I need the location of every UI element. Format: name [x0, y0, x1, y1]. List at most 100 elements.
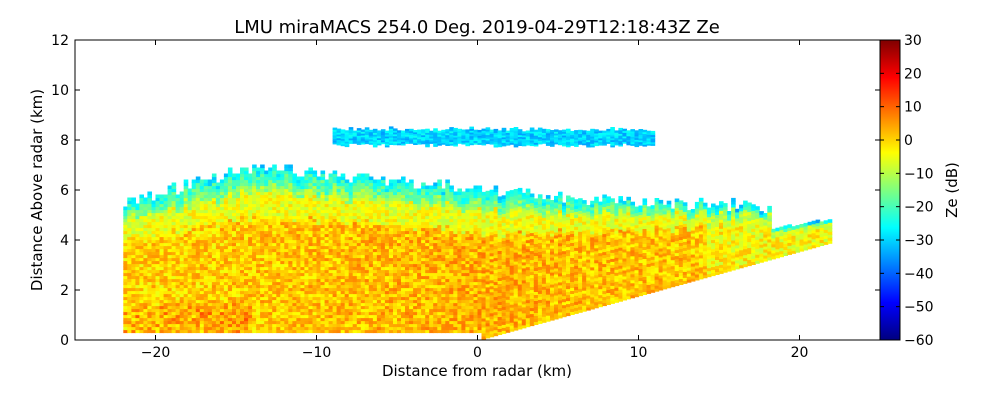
ze-cell: [147, 323, 152, 328]
ze-cell: [417, 188, 422, 193]
ze-cell: [457, 278, 462, 283]
ze-cell: [167, 290, 173, 295]
ze-cell: [151, 251, 157, 256]
ze-cell: [232, 272, 237, 277]
ze-cell: [332, 191, 338, 196]
ze-cell: [199, 266, 205, 271]
ze-cell: [469, 209, 474, 214]
ze-cell: [219, 206, 225, 211]
ze-cell: [159, 311, 165, 316]
ze-cell: [280, 230, 285, 235]
ze-cell: [276, 254, 281, 259]
ze-cell: [280, 239, 285, 244]
ze-cell: [397, 200, 402, 205]
ze-cell: [195, 227, 201, 232]
ze-cell: [356, 203, 362, 208]
ze-cell: [232, 281, 237, 286]
ze-cell: [183, 305, 189, 310]
ze-cell: [429, 272, 434, 277]
ze-cell: [397, 194, 402, 199]
ze-cell: [244, 272, 249, 277]
ze-cell: [244, 221, 249, 226]
ze-cell: [215, 308, 221, 313]
ze-cell: [469, 260, 474, 265]
ze-cell: [215, 257, 221, 262]
ze-cell: [127, 245, 132, 250]
ze-cell: [324, 227, 330, 232]
ze-cell: [397, 311, 402, 316]
ze-cell: [284, 257, 289, 262]
ze-cell: [179, 218, 185, 223]
ze-cell: [481, 302, 487, 307]
ze-cell: [240, 179, 245, 184]
ze-cell: [340, 182, 346, 187]
ze-cell: [232, 287, 237, 292]
ze-cell: [421, 281, 426, 286]
ze-cell: [131, 269, 136, 274]
ze-cell: [219, 257, 225, 262]
ze-cell: [183, 227, 189, 232]
ze-cell: [187, 230, 193, 235]
ze-cell: [409, 272, 414, 277]
ze-cell: [163, 209, 169, 214]
ze-cell: [388, 191, 394, 196]
ze-cell: [401, 185, 406, 190]
ze-cell: [171, 239, 177, 244]
ze-cell: [248, 173, 253, 178]
ze-cell: [445, 179, 450, 184]
ze-cell: [453, 311, 458, 316]
ze-cell: [159, 284, 165, 289]
ze-cell: [123, 266, 128, 271]
ze-cell: [215, 275, 221, 280]
ze-cell: [187, 269, 193, 274]
ze-cell: [240, 326, 245, 331]
ze-cell: [268, 305, 273, 310]
ze-cell: [232, 284, 237, 289]
ze-cell: [155, 266, 161, 271]
ze-cell: [240, 224, 245, 229]
ze-cell: [517, 250, 523, 255]
ze-cell: [207, 302, 213, 307]
ze-cell: [501, 306, 507, 310]
ze-cell: [252, 260, 257, 265]
ze-cell: [405, 275, 410, 280]
ze-cell: [376, 326, 382, 331]
ze-cell: [473, 278, 479, 283]
ze-cell: [413, 314, 418, 319]
ze-cell: [155, 236, 161, 241]
ze-cell: [147, 224, 152, 229]
ze-cell: [461, 317, 466, 322]
ze-cell: [183, 251, 189, 256]
ze-cell: [139, 263, 144, 268]
ze-cell: [268, 278, 273, 283]
ze-cell: [191, 191, 197, 196]
ze-cell: [248, 227, 253, 232]
ze-cell: [445, 275, 450, 280]
ze-cell: [236, 275, 241, 280]
ze-cell: [425, 320, 430, 325]
ze-cell: [501, 204, 507, 208]
ze-cell: [368, 290, 374, 295]
ze-cell: [171, 308, 177, 313]
ze-cell: [256, 308, 261, 313]
ze-cell: [360, 290, 366, 295]
ze-cell: [453, 191, 458, 196]
ze-cell: [513, 270, 519, 274]
ze-cell: [465, 284, 470, 289]
ze-cell: [207, 230, 213, 235]
ze-cell: [336, 281, 342, 286]
ze-cell: [284, 287, 289, 292]
ze-cell: [236, 293, 241, 298]
ze-cell: [236, 233, 241, 238]
ze-cell: [316, 239, 322, 244]
ze-cell: [123, 299, 128, 304]
ze-cell: [316, 182, 322, 187]
ze-cell: [143, 230, 148, 235]
ze-cell: [368, 296, 374, 301]
ze-cell: [199, 314, 205, 319]
ze-cell: [449, 212, 454, 217]
ze-cell: [219, 299, 225, 304]
ze-cell: [139, 236, 144, 241]
ze-cell: [364, 254, 370, 259]
ze-cell: [272, 296, 277, 301]
